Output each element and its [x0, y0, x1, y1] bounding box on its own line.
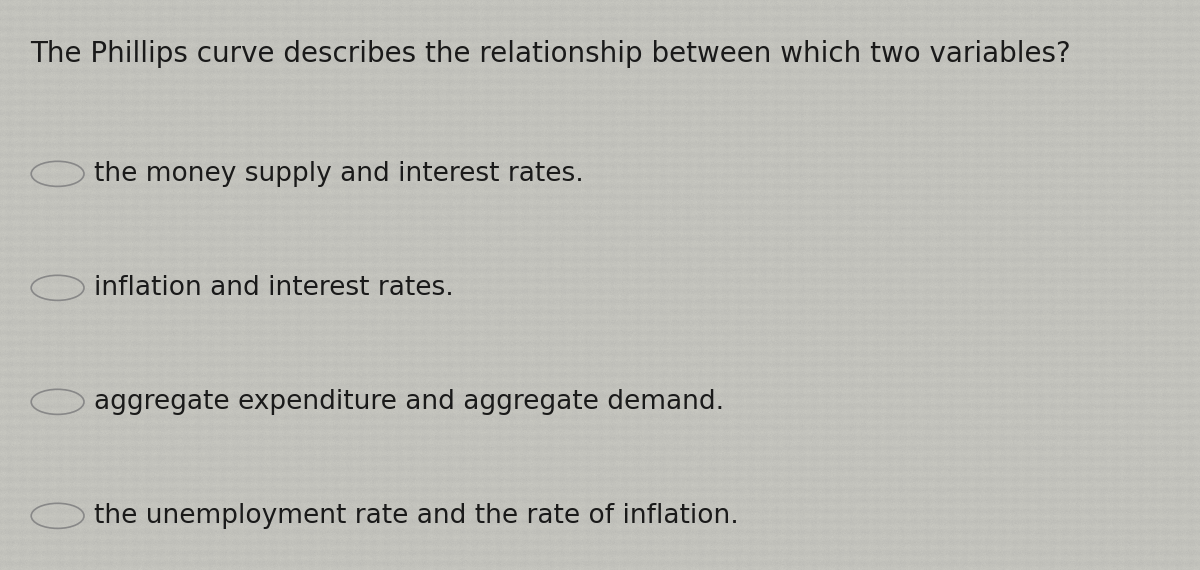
Text: The Phillips curve describes the relationship between which two variables?: The Phillips curve describes the relatio…: [30, 40, 1070, 68]
Text: the unemployment rate and the rate of inflation.: the unemployment rate and the rate of in…: [94, 503, 738, 529]
Text: the money supply and interest rates.: the money supply and interest rates.: [94, 161, 583, 187]
Text: aggregate expenditure and aggregate demand.: aggregate expenditure and aggregate dema…: [94, 389, 724, 415]
Text: inflation and interest rates.: inflation and interest rates.: [94, 275, 454, 301]
